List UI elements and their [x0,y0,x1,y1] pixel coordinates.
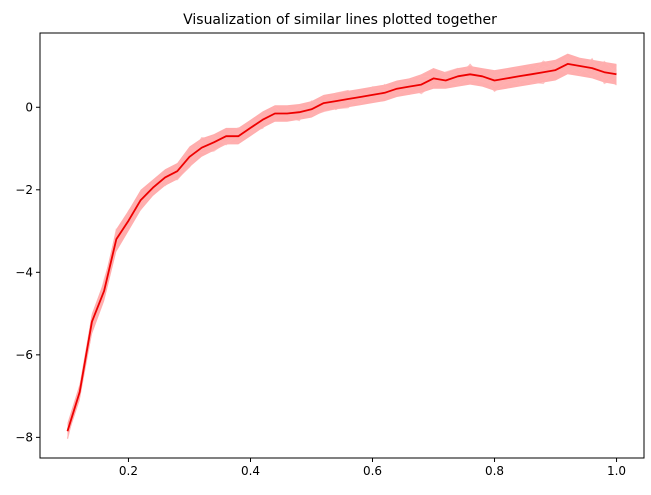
axes-frame [39,32,645,459]
y-tick-label: −6 [15,348,33,362]
x-tick-label: 0.2 [119,464,138,478]
faint-sample-line [66,67,617,429]
x-tick-label: 0.8 [485,464,504,478]
y-tick-label: −2 [15,183,33,197]
x-tick-label: 0.6 [363,464,382,478]
confidence-band [67,53,617,438]
y-tick-label: −8 [15,430,33,444]
y-tick-label: −4 [15,265,33,279]
x-tick-label: 0.4 [241,464,260,478]
chart-title: Visualization of similar lines plotted t… [183,12,497,28]
plot-area [66,53,617,440]
y-tick-label: 0 [25,100,33,114]
faint-sample-line [66,58,617,432]
x-tick-label: 1.0 [607,464,626,478]
axes: 0.2 0.4 0.6 0.8 1.0 −8 −6 −4 −2 0 [15,32,645,478]
mean-line [66,63,617,432]
